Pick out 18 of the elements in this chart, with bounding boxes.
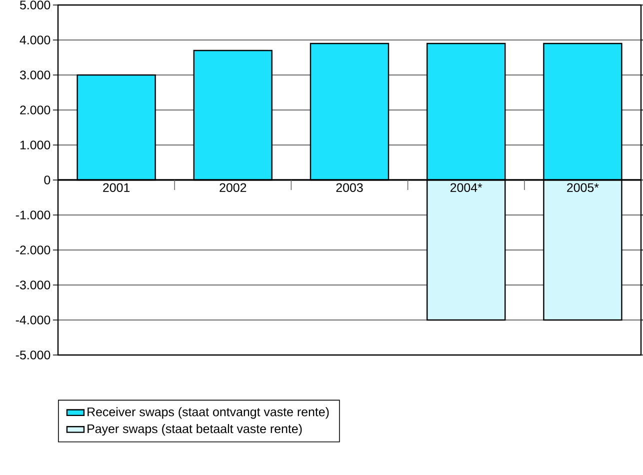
y-tick-label: -4.000 (16, 316, 50, 324)
legend-label: Payer swaps (staat betaalt vaste rente) (88, 424, 302, 436)
legend-label: Receiver swaps (staat ontvangt vaste rente) (88, 407, 329, 419)
x-tick-label: 2005* (567, 183, 599, 192)
x-tick-label: 2004* (450, 183, 482, 192)
y-tick-label: 3.000 (20, 70, 50, 80)
x-tick-label: 2002 (220, 183, 246, 192)
y-tick-label: 5.000 (20, 0, 50, 10)
x-tick-label: 2003 (336, 183, 363, 192)
y-tick-label: -5.000 (16, 350, 50, 360)
x-tick-label: 2001 (103, 183, 130, 192)
y-tick-label: -1.000 (16, 210, 50, 220)
y-tick-label: 0 (44, 176, 50, 184)
y-tick-label: -2.000 (16, 246, 50, 254)
y-tick-label: -3.000 (16, 280, 50, 290)
y-tick-label: 2.000 (20, 106, 50, 114)
y-tick-label: 4.000 (20, 36, 50, 44)
y-tick-label: 1.000 (20, 140, 50, 150)
